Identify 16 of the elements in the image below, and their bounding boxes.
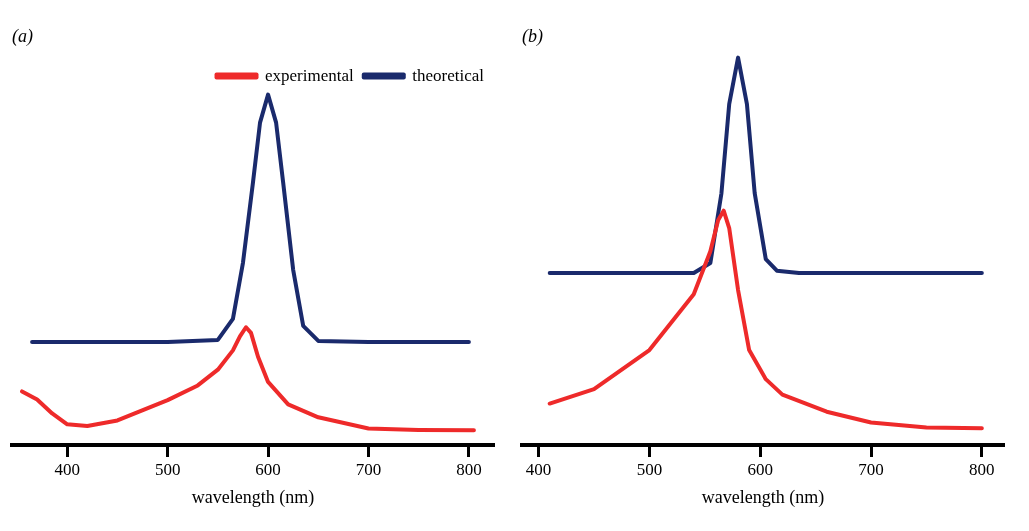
x-tick-label: 400: [54, 459, 80, 479]
x-tick-label: 400: [525, 459, 552, 479]
x-axis-title: wavelength (nm): [191, 486, 315, 508]
chart-title: (b): [522, 25, 543, 47]
x-tick-label: 700: [858, 459, 884, 479]
x-tick-label: 700: [355, 459, 382, 479]
x-tick-label: 600: [747, 459, 773, 479]
x-tick-label: 500: [154, 459, 181, 479]
legend-label: experimental: [265, 65, 355, 85]
x-tick-label: 500: [636, 459, 663, 479]
chart-title: (a): [12, 25, 33, 47]
x-tick-label: 600: [255, 459, 281, 479]
x-axis-title: wavelength (nm): [701, 486, 825, 508]
x-tick-label: 800: [456, 459, 482, 479]
x-tick-label: 800: [969, 459, 995, 479]
legend-label: theoretical: [412, 65, 485, 85]
